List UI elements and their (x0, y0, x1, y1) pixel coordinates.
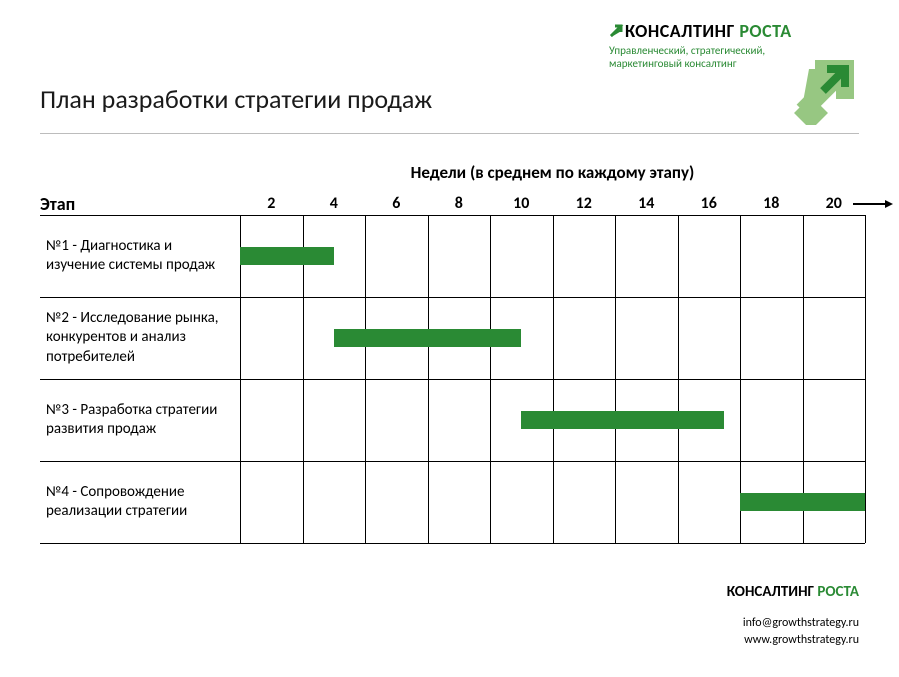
timeline-cell (240, 215, 865, 297)
stage-label: №2 - Исследование рынка, конкурентов и а… (40, 297, 240, 379)
gantt-bar (740, 493, 865, 511)
timeline-cell (240, 297, 865, 379)
footer: КОНСАЛТИНГ РОСТА info@growthstrategy.ru … (727, 583, 859, 649)
x-tick-label: 12 (576, 194, 592, 213)
chart-header-row: Этап 2 4 6 8 10 12 14 16 18 20 (40, 189, 865, 215)
x-tick-label: 20 (826, 194, 842, 213)
x-tick-label: 2 (267, 194, 275, 213)
logo-line1: КОНСАЛТИНГ РОСТА (609, 20, 859, 42)
logo-word2: РОСТА (739, 20, 791, 42)
title-underline (40, 133, 859, 134)
footer-contacts: info@growthstrategy.ru www.growthstrateg… (727, 615, 859, 649)
logo-small-arrow-icon (609, 24, 625, 38)
footer-url: www.growthstrategy.ru (727, 632, 859, 649)
timeline-cell (240, 461, 865, 543)
logo-block: КОНСАЛТИНГ РОСТА Управленческий, стратег… (609, 20, 859, 130)
x-axis-ticks: 2 4 6 8 10 12 14 16 18 20 (240, 189, 865, 215)
x-tick-label: 14 (638, 194, 654, 213)
gantt-row: №1 - Диагностика и изучение системы прод… (40, 215, 865, 297)
logo-big-arrow-icon (789, 55, 859, 125)
x-tick-label: 8 (455, 194, 463, 213)
gantt-chart: Недели (в среднем по каждому этапу) Этап… (40, 162, 865, 543)
gantt-row: №2 - Исследование рынка, конкурентов и а… (40, 297, 865, 379)
x-tick-label: 10 (513, 194, 529, 213)
stage-label: №3 - Разработка стратегии развития прода… (40, 379, 240, 461)
x-tick-label: 16 (701, 194, 717, 213)
gantt-row: №4 - Сопровождение реализации стратегии (40, 461, 865, 543)
stage-label: №1 - Диагностика и изучение системы прод… (40, 215, 240, 297)
logo-word1: КОНСАЛТИНГ (625, 20, 735, 42)
x-tick-label: 4 (330, 194, 338, 213)
gantt-bar (334, 329, 522, 347)
footer-brand: КОНСАЛТИНГ РОСТА (727, 583, 859, 601)
stage-column-header: Этап (40, 193, 240, 215)
stage-label: №4 - Сопровождение реализации стратегии (40, 461, 240, 543)
gantt-bar (521, 411, 724, 429)
timeline-cell (240, 379, 865, 461)
gantt-row: №3 - Разработка стратегии развития прода… (40, 379, 865, 461)
gantt-bar (240, 247, 334, 265)
axis-arrow-icon (853, 199, 893, 209)
x-tick-label: 6 (392, 194, 400, 213)
x-tick-label: 18 (763, 194, 779, 213)
x-axis-caption: Недели (в среднем по каждому этапу) (240, 162, 865, 183)
footer-email: info@growthstrategy.ru (727, 615, 859, 632)
gantt-rows: №1 - Диагностика и изучение системы прод… (40, 215, 865, 543)
